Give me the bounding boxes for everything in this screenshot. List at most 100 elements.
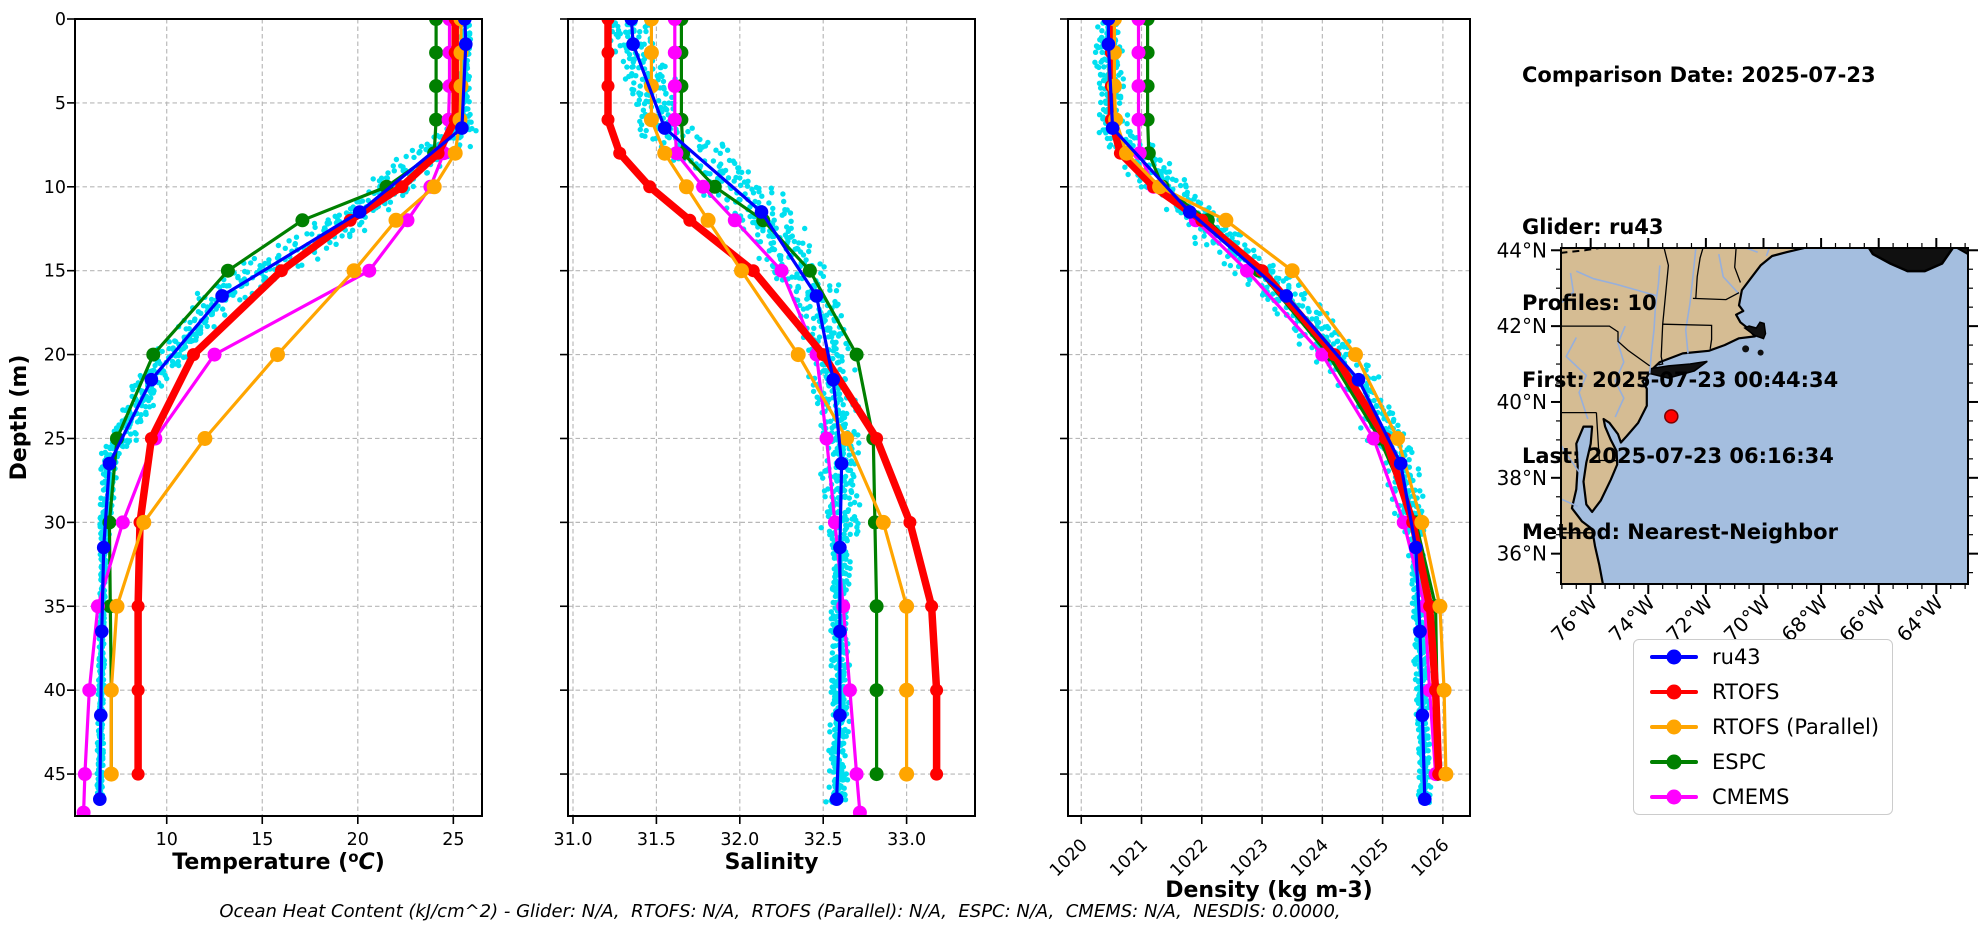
svg-text:15: 15 bbox=[251, 830, 273, 850]
axis-tick-labels: 10 15 20 25 0 5 10 15 20 25 30 35 40 45 bbox=[44, 10, 465, 850]
last-profile-time-text: Last: 2025-07-23 06:16:34 bbox=[1522, 443, 1834, 468]
series-ru43 bbox=[93, 19, 473, 806]
svg-text:10: 10 bbox=[156, 830, 178, 850]
nova-scotia bbox=[1867, 248, 1955, 273]
legend-marker-dot bbox=[1666, 789, 1682, 805]
svg-text:36°N: 36°N bbox=[1497, 542, 1547, 566]
series-rtofs-parallel- bbox=[103, 19, 469, 782]
svg-text:10: 10 bbox=[44, 178, 66, 198]
x-axis-label: Temperature (oC) bbox=[172, 848, 385, 875]
temperature-plot: 10 15 20 25 0 5 10 15 20 25 30 35 40 45 Temperature (o… bbox=[7, 10, 483, 875]
mainland bbox=[1561, 248, 1805, 584]
legend-marker-dot bbox=[1666, 649, 1682, 665]
series-cmems bbox=[1131, 19, 1443, 782]
svg-text:25: 25 bbox=[442, 830, 464, 850]
svg-text:31.5: 31.5 bbox=[637, 830, 676, 850]
legend-line-marker-swatch bbox=[1650, 754, 1698, 770]
svg-text:1022: 1022 bbox=[1167, 835, 1213, 881]
location-map: 44°N42°N40°N38°N36°N76°W 74°W 72°W 70°W 68°W… bbox=[1497, 238, 1978, 647]
svg-text:40: 40 bbox=[44, 681, 66, 701]
legend-label: RTOFS (Parallel) bbox=[1712, 714, 1880, 739]
axes-frame bbox=[567, 18, 976, 817]
svg-text:1024: 1024 bbox=[1287, 835, 1333, 881]
raw-observations-scatter bbox=[94, 19, 479, 806]
axis-tick-labels: 31.0 31.5 32.0 32.5 33.0 bbox=[554, 830, 927, 850]
legend-line-marker-swatch bbox=[1650, 649, 1698, 665]
glider-name-text: Glider: ru43 bbox=[1522, 215, 1664, 240]
svg-text:32.0: 32.0 bbox=[720, 830, 759, 850]
svg-text:76°W: 76°W bbox=[1546, 590, 1602, 646]
svg-text:5: 5 bbox=[55, 94, 66, 114]
series-ru43 bbox=[1101, 19, 1432, 806]
axes-frame bbox=[1067, 18, 1471, 817]
cape-cod bbox=[1743, 321, 1767, 340]
legend-item-rtofs: RTOFS bbox=[1634, 676, 1892, 709]
series-espc bbox=[1140, 19, 1444, 782]
svg-text:1023: 1023 bbox=[1227, 835, 1273, 881]
axes-frame bbox=[74, 18, 483, 817]
series-rtofs-parallel- bbox=[643, 19, 915, 782]
legend-marker-dot bbox=[1666, 719, 1682, 735]
svg-text:33.0: 33.0 bbox=[887, 830, 926, 850]
series-rtofs-parallel- bbox=[1106, 19, 1454, 782]
legend-line-marker-swatch bbox=[1650, 684, 1698, 700]
map-frame bbox=[1560, 247, 1969, 585]
legend-line-marker-swatch bbox=[1650, 719, 1698, 735]
series-cmems bbox=[667, 19, 867, 816]
svg-text:1026: 1026 bbox=[1408, 835, 1454, 881]
series-rtofs bbox=[1104, 19, 1446, 781]
legend-label: RTOFS bbox=[1712, 680, 1780, 705]
grid bbox=[568, 18, 975, 816]
legend-item-ru43: ru43 bbox=[1634, 641, 1892, 674]
svg-text:1021: 1021 bbox=[1106, 835, 1152, 881]
legend-item-rtofs-parallel-: RTOFS (Parallel) bbox=[1634, 710, 1892, 743]
axis-ticks bbox=[560, 18, 908, 824]
svg-text:20: 20 bbox=[44, 346, 66, 366]
y-axis-label: Depth (m) bbox=[7, 355, 32, 481]
salinity-plot: 31.0 31.5 32.0 32.5 33.0 Salinity bbox=[554, 18, 976, 875]
axis-ticks bbox=[1060, 18, 1444, 824]
legend-label: CMEMS bbox=[1712, 784, 1790, 809]
ocean-heat-content-footer: Ocean Heat Content (kJ/cm^2) - Glider: N… bbox=[219, 901, 1341, 922]
method-text: Method: Nearest-Neighbor bbox=[1522, 520, 1838, 545]
canada-border bbox=[1561, 248, 1600, 254]
svg-text:38°N: 38°N bbox=[1497, 466, 1547, 490]
svg-text:15: 15 bbox=[44, 262, 66, 282]
x-axis-label: Density (kg m-3) bbox=[1165, 878, 1373, 903]
series-rtofs bbox=[601, 19, 944, 781]
svg-text:0: 0 bbox=[55, 10, 66, 30]
svg-text:1025: 1025 bbox=[1348, 835, 1394, 881]
svg-text:40°N: 40°N bbox=[1497, 390, 1547, 414]
svg-text:30: 30 bbox=[44, 513, 66, 533]
axis-tick-labels: 1020 1021 1022 1023 1024 1025 1026 bbox=[1046, 835, 1453, 881]
map-ticks bbox=[1551, 238, 1978, 594]
legend-marker-dot bbox=[1666, 754, 1682, 770]
legend-item-cmems: CMEMS bbox=[1634, 780, 1892, 813]
svg-text:1020: 1020 bbox=[1046, 835, 1092, 881]
svg-text:31.0: 31.0 bbox=[554, 830, 593, 850]
x-axis-label: Salinity bbox=[725, 850, 819, 875]
svg-text:25: 25 bbox=[44, 429, 66, 449]
svg-text:35: 35 bbox=[44, 597, 66, 617]
svg-text:44°N: 44°N bbox=[1497, 238, 1547, 262]
legend-label: ESPC bbox=[1712, 749, 1766, 774]
series-rtofs bbox=[131, 19, 462, 781]
profiles-count-text: Profiles: 10 bbox=[1522, 291, 1657, 316]
legend: ru43 RTOFS RTOFS (Parallel) ESPC CMEMS bbox=[1633, 639, 1893, 815]
svg-text:20: 20 bbox=[347, 830, 369, 850]
svg-text:64°W: 64°W bbox=[1892, 590, 1948, 646]
comparison-date-text: Comparison Date: 2025-07-23 bbox=[1522, 62, 1876, 87]
legend-item-espc: ESPC bbox=[1634, 745, 1892, 778]
density-plot: 1020 1021 1022 1023 1024 1025 1026 Density (kg … bbox=[1046, 18, 1471, 903]
svg-text:32.5: 32.5 bbox=[804, 830, 843, 850]
state-borders bbox=[1561, 248, 1742, 534]
glider-location-marker bbox=[1664, 409, 1679, 424]
info-panel: Comparison Date: 2025-07-23 Glider: ru43… bbox=[1522, 12, 1876, 596]
info-spacer bbox=[1522, 139, 1876, 164]
series-ru43 bbox=[624, 19, 849, 806]
first-profile-time-text: First: 2025-07-23 00:44:34 bbox=[1522, 367, 1839, 392]
long-island bbox=[1648, 360, 1708, 379]
legend-marker-dot bbox=[1666, 684, 1682, 700]
